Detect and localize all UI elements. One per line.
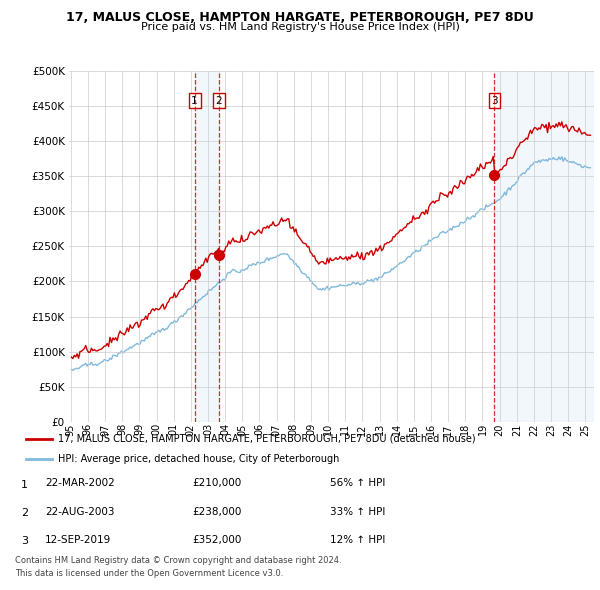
- Text: 1: 1: [191, 96, 198, 106]
- Text: This data is licensed under the Open Government Licence v3.0.: This data is licensed under the Open Gov…: [15, 569, 283, 578]
- Text: 22-MAR-2002: 22-MAR-2002: [45, 478, 115, 489]
- Text: 2: 2: [21, 508, 28, 518]
- Text: 3: 3: [21, 536, 28, 546]
- Text: 33% ↑ HPI: 33% ↑ HPI: [330, 507, 385, 517]
- Text: £238,000: £238,000: [192, 507, 241, 517]
- Text: 17, MALUS CLOSE, HAMPTON HARGATE, PETERBOROUGH, PE7 8DU: 17, MALUS CLOSE, HAMPTON HARGATE, PETERB…: [66, 11, 534, 24]
- Text: 12% ↑ HPI: 12% ↑ HPI: [330, 535, 385, 545]
- Text: Price paid vs. HM Land Registry's House Price Index (HPI): Price paid vs. HM Land Registry's House …: [140, 22, 460, 32]
- Text: 2: 2: [215, 96, 222, 106]
- Bar: [494, 71, 594, 422]
- Text: £210,000: £210,000: [192, 478, 241, 489]
- Text: £352,000: £352,000: [192, 535, 241, 545]
- Text: 17, MALUS CLOSE, HAMPTON HARGATE, PETERBOROUGH, PE7 8DU (detached house): 17, MALUS CLOSE, HAMPTON HARGATE, PETERB…: [58, 434, 475, 444]
- Text: 3: 3: [491, 96, 498, 106]
- Text: 56% ↑ HPI: 56% ↑ HPI: [330, 478, 385, 489]
- Text: Contains HM Land Registry data © Crown copyright and database right 2024.: Contains HM Land Registry data © Crown c…: [15, 556, 341, 565]
- Text: 12-SEP-2019: 12-SEP-2019: [45, 535, 111, 545]
- Text: HPI: Average price, detached house, City of Peterborough: HPI: Average price, detached house, City…: [58, 454, 339, 464]
- Bar: [194, 71, 219, 422]
- Text: 1: 1: [21, 480, 28, 490]
- Text: 22-AUG-2003: 22-AUG-2003: [45, 507, 115, 517]
